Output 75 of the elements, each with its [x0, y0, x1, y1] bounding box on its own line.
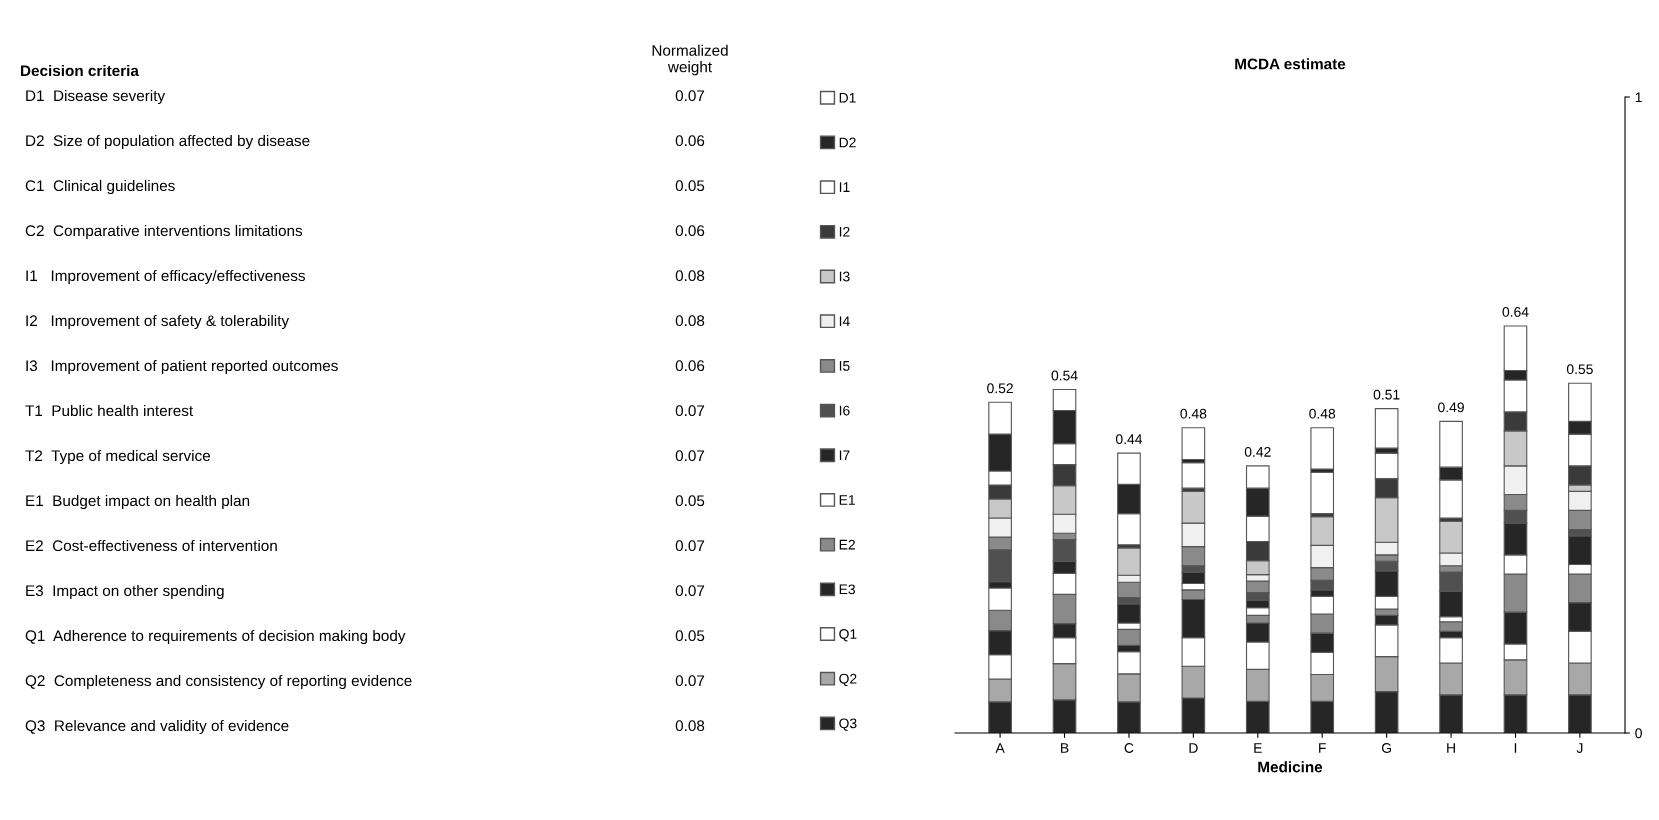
- legend-label: I3: [839, 271, 850, 282]
- bar: [1310, 427, 1335, 470]
- legend-label: E1: [839, 495, 855, 505]
- category-label: I2 Improvement of safety & tolerability: [26, 314, 290, 330]
- data-label: 0.08: [675, 315, 705, 327]
- y-tick-label: 0: [1635, 728, 1642, 739]
- bar: [1181, 462, 1206, 489]
- data-label: 0.05: [675, 180, 705, 192]
- legend-label: I5: [839, 361, 850, 371]
- total-label: 0.64: [1502, 307, 1529, 317]
- total-label: 0.54: [1051, 370, 1078, 381]
- data-label: 0.07: [675, 90, 705, 102]
- category-label: Q1 Adherence to requirements of decision making body: [25, 629, 406, 645]
- legend-label: Q2: [839, 673, 857, 687]
- category-label: C1 Clinical guidelines: [25, 179, 175, 195]
- data-label: 0.06: [675, 135, 705, 147]
- data-label: 0.07: [675, 675, 705, 687]
- category-label: I3 Improvement of patient reported outcomes: [26, 359, 338, 375]
- bar: [1310, 471, 1335, 515]
- legend-label: Q1: [839, 629, 857, 642]
- data-label: 0.07: [675, 405, 705, 417]
- category-label: T1 Public health interest: [25, 404, 194, 417]
- total-label: 0.44: [1115, 434, 1143, 445]
- data-label: 0.07: [675, 450, 705, 462]
- legend-label: D2: [839, 137, 856, 148]
- data-label: 0.06: [675, 360, 705, 372]
- x-tick-label: A: [995, 743, 1005, 753]
- bar: [1181, 427, 1206, 461]
- x-tick-label: E: [1254, 743, 1262, 753]
- category-label: E3 Impact on other spending: [26, 584, 224, 600]
- category-label: D2 Size of population affected by disease: [26, 134, 310, 150]
- x-tick-label: D: [1189, 743, 1198, 753]
- total-label: 0.52: [987, 383, 1013, 394]
- data-label: 0.07: [675, 585, 705, 597]
- x-tick-label: C: [1124, 743, 1134, 753]
- text: Decision criteria: [21, 64, 139, 77]
- legend-label: D1: [839, 92, 856, 103]
- legend-label: Q3: [839, 718, 857, 731]
- category-label: Q3 Relevance and validity of evidence: [25, 719, 289, 735]
- chart-title: MCDA estimate: [1235, 58, 1346, 70]
- legend-label: E3: [839, 584, 855, 595]
- total-label: 0.51: [1373, 389, 1400, 400]
- text: Normalized weight: [652, 44, 728, 76]
- data-label: 0.07: [675, 540, 705, 552]
- category-label: E2 Cost-effectiveness of intervention: [26, 539, 277, 552]
- legend-label: I1: [839, 182, 850, 192]
- x-axis-title: Medicine: [1258, 761, 1323, 773]
- data-label: 0.05: [675, 495, 705, 507]
- x-tick-label: G: [1381, 743, 1391, 753]
- total-label: 0.48: [1180, 408, 1207, 419]
- legend-label: I7: [839, 450, 850, 461]
- category-label: E1 Budget impact on health plan: [26, 494, 250, 510]
- category-label: I1 Improvement of efficacy/effectiveness: [26, 269, 305, 285]
- data-label: 0.05: [675, 630, 705, 642]
- x-tick-label: F: [1319, 743, 1326, 753]
- total-label: 0.49: [1438, 402, 1464, 413]
- total-label: 0.42: [1244, 446, 1271, 457]
- category-label: C2 Comparative interventions limitations: [25, 224, 303, 240]
- y-tick-label: 1: [1635, 92, 1642, 103]
- category-label: D1 Disease severity: [26, 89, 166, 105]
- total-label: 0.48: [1309, 408, 1336, 419]
- data-label: 0.08: [675, 270, 705, 282]
- total-label: 0.55: [1566, 364, 1593, 375]
- x-tick-label: J: [1576, 743, 1583, 753]
- legend-label: I4: [839, 316, 850, 326]
- legend-label: E2: [839, 539, 855, 550]
- x-tick-label: B: [1061, 743, 1069, 753]
- legend-label: I6: [839, 405, 850, 416]
- data-label: 0.06: [675, 225, 705, 237]
- x-tick-label: I: [1514, 743, 1517, 753]
- legend-label: I2: [839, 226, 850, 237]
- data-label: 0.08: [675, 720, 705, 732]
- category-label: Q2 Completeness and consistency of reporting evidence: [25, 674, 412, 690]
- x-tick-label: H: [1447, 743, 1455, 753]
- category-label: T2 Type of medical service: [25, 449, 211, 465]
